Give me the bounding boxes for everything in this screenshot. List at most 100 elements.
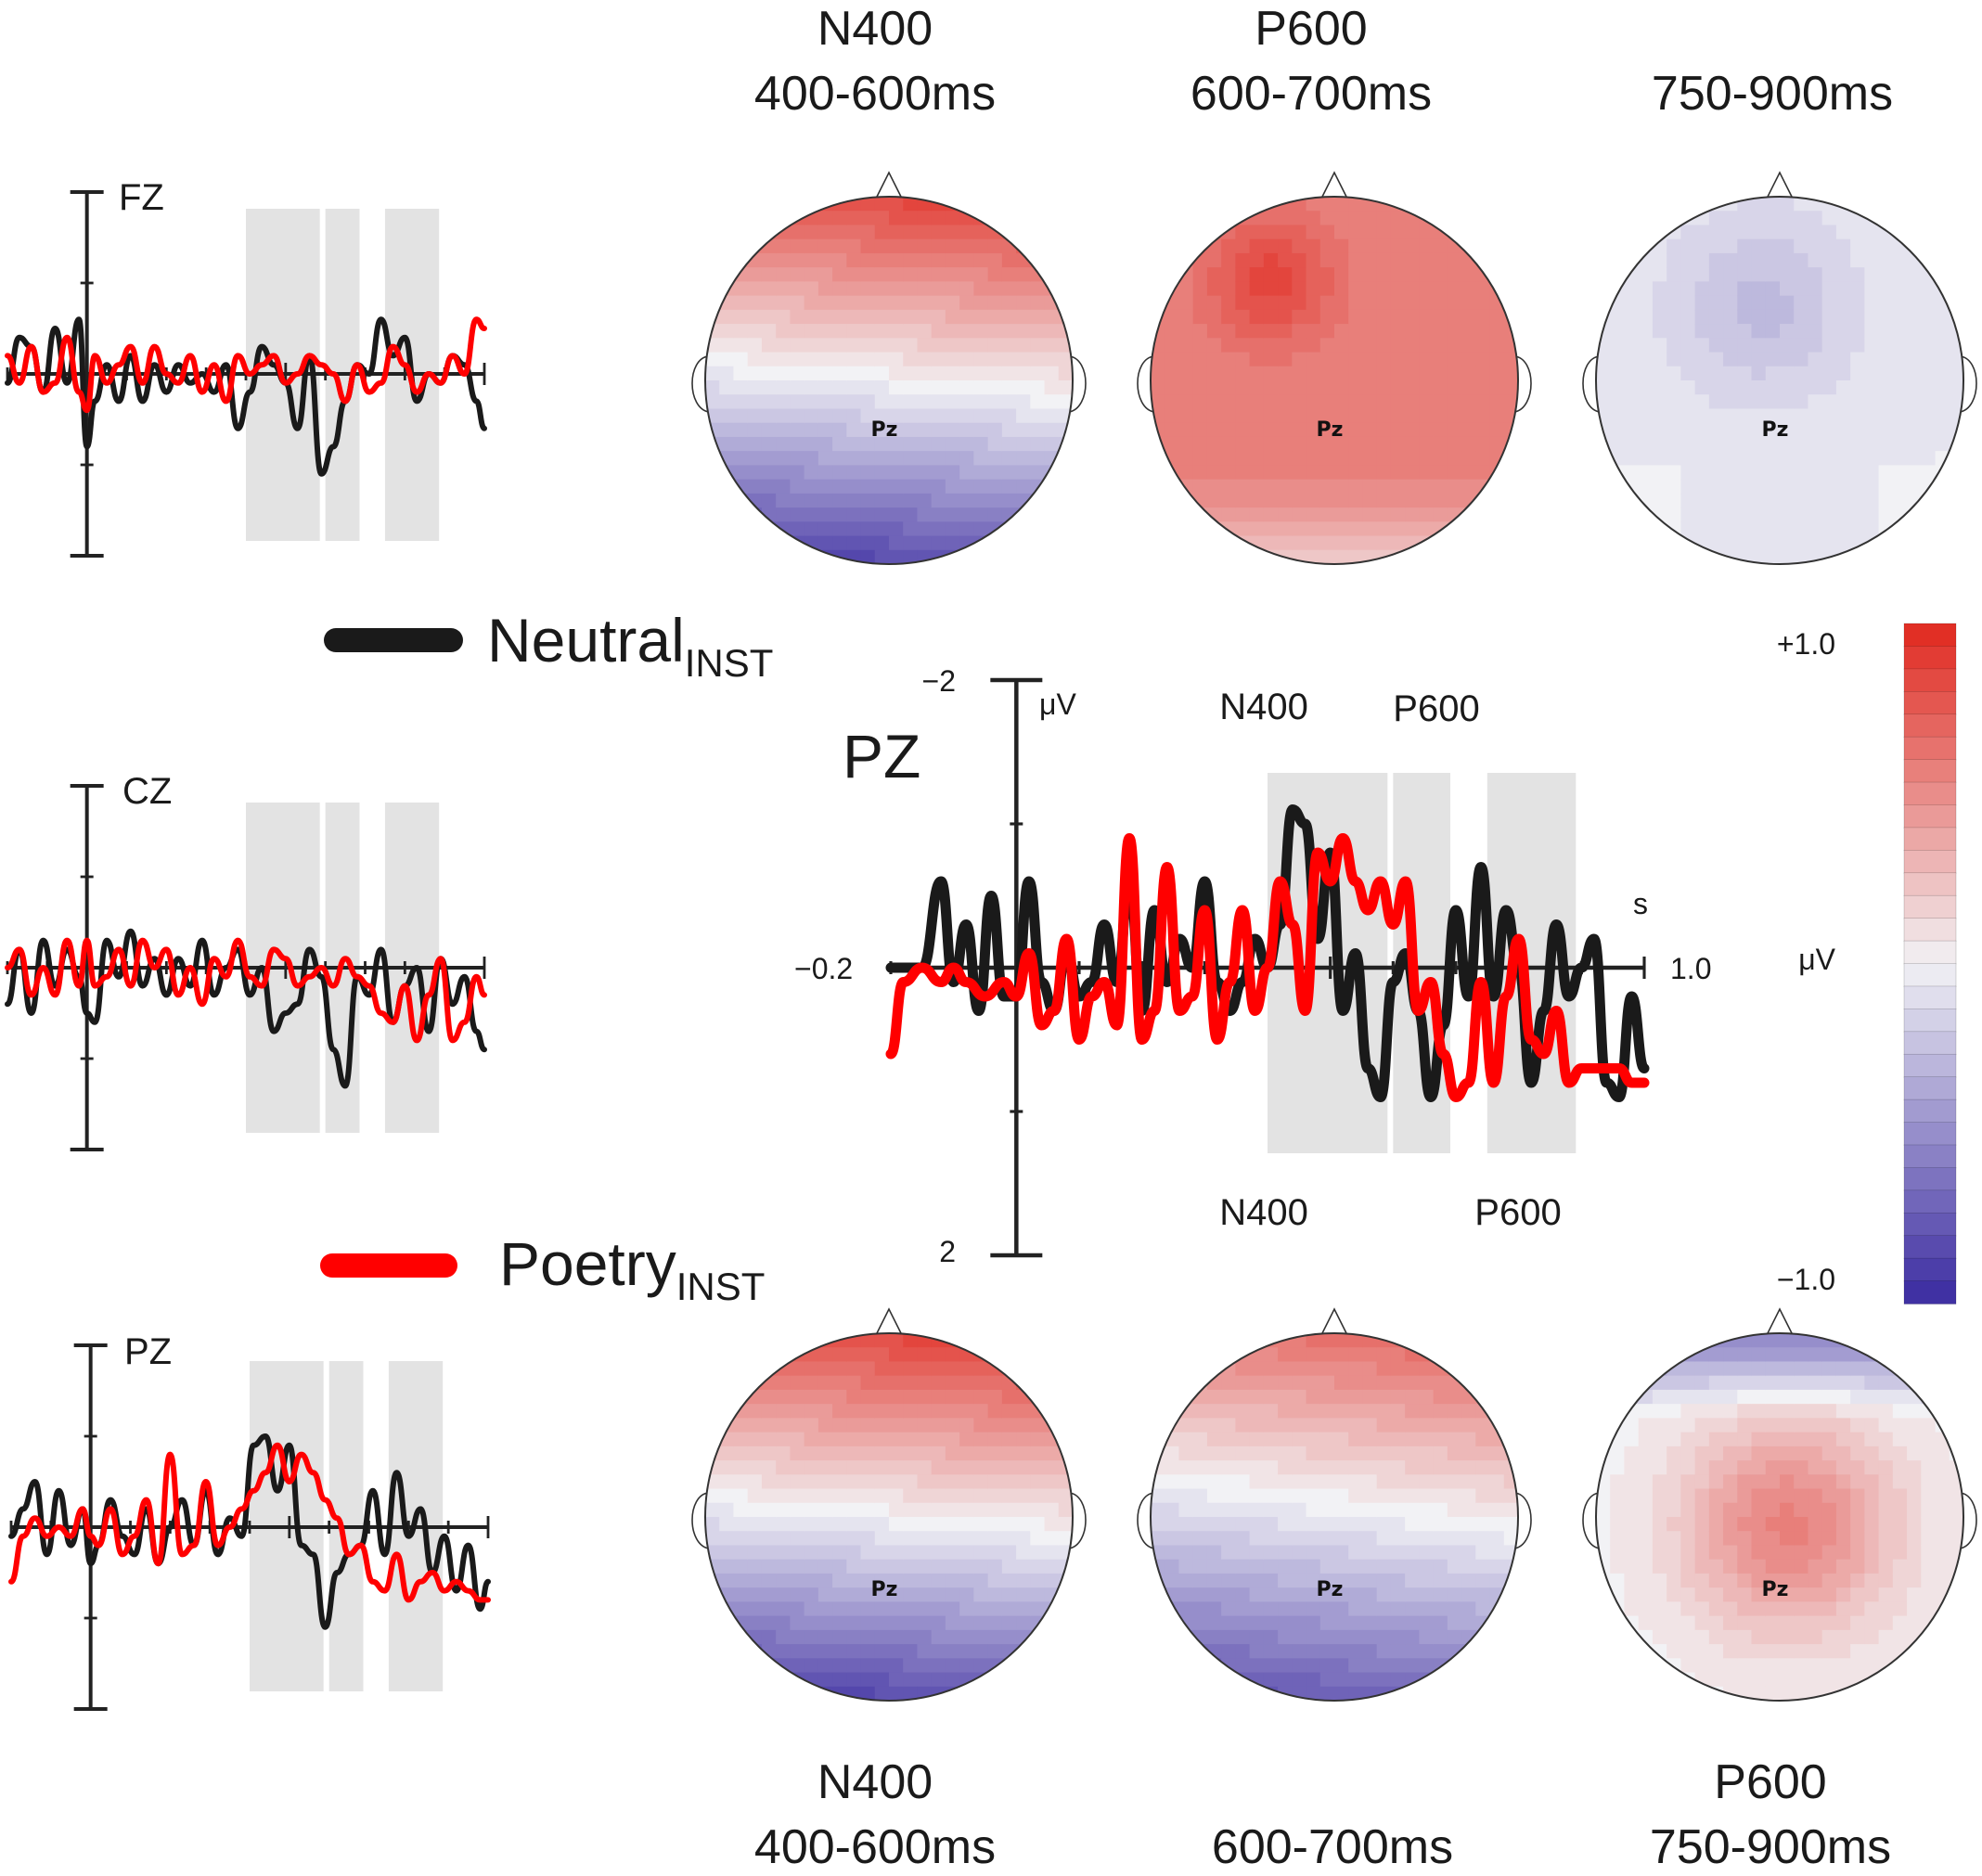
topomap-cell [1016,267,1031,282]
topomap-cell [1235,521,1251,537]
topomap-cell [1949,451,1963,466]
topomap-cell [1001,1389,1017,1405]
topomap-cell [1751,508,1767,522]
topomap-cell [719,521,735,537]
topomap-cell [1306,1658,1321,1674]
topomap-cell [1610,1531,1626,1547]
topomap-cell [790,436,805,452]
topomap-cell [1751,1333,1767,1348]
topomap-cell [1235,1474,1251,1490]
topomap-cell [1610,422,1626,438]
topomap-cell [1751,1573,1767,1588]
topomap-cell [1390,479,1406,495]
topomap-cell [860,394,876,410]
topomap-cell [1935,1333,1950,1348]
topomap-cell [1165,324,1180,339]
topomap-cell [1489,508,1505,522]
topomap-cell [1680,352,1696,367]
topomap-cell [1949,267,1963,282]
topomap-cell [1249,1531,1265,1547]
topomap-cell [1907,352,1922,367]
topomap-cell [860,267,876,282]
topomap-cell [1221,1375,1236,1391]
topomap-cell [776,309,791,325]
topomap-cell [1192,1446,1208,1461]
topomap-cell [817,521,833,537]
topomap-cell [1892,1347,1908,1363]
topomap-cell [1638,422,1654,438]
topomap-cell [733,436,749,452]
topomap-cell [747,408,763,424]
topomap-cell [1935,1686,1950,1701]
topomap-cell [1935,225,1950,240]
topomap-cell [1362,1375,1378,1391]
topomap-cell [1151,281,1165,297]
topomap-cell [1192,366,1208,381]
topomap-cell [1178,1587,1194,1602]
topomap-cell [1151,479,1165,495]
topomap-cell [776,197,791,212]
topomap-cell [987,1545,1003,1561]
topomap-cell [1667,1446,1681,1461]
topomap-cell [1921,465,1937,481]
topomap-cell [1390,408,1406,424]
topomap-cell [1680,1601,1696,1617]
topomap-cell [1680,1432,1696,1447]
topomap-cell [1001,422,1017,438]
topomap-cell [1249,281,1265,297]
topomap-cell [1737,508,1753,522]
topomap-cell [1737,1347,1753,1363]
topomap-cell [1907,1615,1922,1631]
topomap-cell [1192,521,1208,537]
topomap-cell [1461,535,1476,551]
topomap-cell [931,352,946,367]
topomap-cell [1780,1389,1795,1405]
colorbar-step [1903,1257,1957,1282]
topomap-cell [1489,394,1505,410]
topomap-cell [1461,225,1476,240]
topomap-cell [1864,1418,1880,1433]
topomap-cell [790,380,805,395]
topomap-cell [1850,352,1865,367]
topomap-cell [1433,1333,1448,1348]
topomap-cell [1850,324,1865,339]
topomap-cell [1596,1587,1611,1602]
topomap-cell [846,338,862,353]
topomap-cell [1206,1418,1222,1433]
topomap-cell [1878,1531,1894,1547]
topomap-cell [1348,1502,1364,1518]
topomap-cell [1835,508,1851,522]
topomap-cell [1489,549,1505,564]
topomap-cell [705,1488,720,1504]
topomap-cell [1249,1361,1265,1377]
topomap-cell [1058,267,1073,282]
topomap-cell [1850,549,1865,564]
topomap-cell [1921,211,1937,226]
topomap-cell [1708,352,1724,367]
topomap-cell [846,1502,862,1518]
topomap-cell [1263,1573,1279,1588]
topomap-cell [1263,1375,1279,1391]
topomap-cell [1016,1488,1031,1504]
topomap-cell [804,380,819,395]
topomap-cell [817,1389,833,1405]
topomap-cell [1821,281,1837,297]
topomap-cell [705,366,720,381]
topomap-cell [1192,465,1208,481]
topomap-cell [1221,1474,1236,1490]
topomap-cell [959,1404,974,1419]
topomap-cell [1624,1545,1640,1561]
topomap-cell [889,451,904,466]
topomap-cell [1263,211,1279,226]
topomap-cell [1652,1488,1667,1504]
topomap-cell [1723,1418,1738,1433]
topomap-cell [1376,1644,1392,1659]
topomap-cell [1624,1488,1640,1504]
topomap-cell [1016,197,1031,212]
topomap-cell [1475,1531,1491,1547]
topomap-cell [1708,1432,1724,1447]
topomap-cell [1306,295,1321,311]
topomap-cell [1263,1517,1279,1532]
topomap-cell [1864,1432,1880,1447]
topomap-cell [1475,1559,1491,1574]
